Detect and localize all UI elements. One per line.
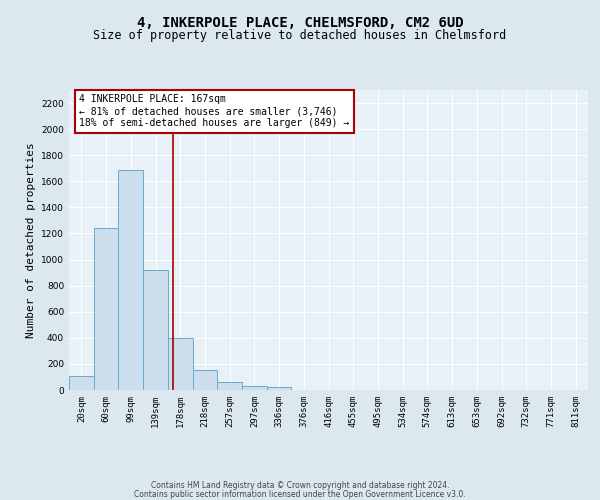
Text: Contains public sector information licensed under the Open Government Licence v3: Contains public sector information licen… xyxy=(134,490,466,499)
Bar xyxy=(193,370,217,390)
Bar xyxy=(267,388,292,390)
Bar xyxy=(118,170,143,390)
Bar xyxy=(94,228,118,390)
Bar xyxy=(168,338,193,390)
Bar xyxy=(242,386,267,390)
Text: Size of property relative to detached houses in Chelmsford: Size of property relative to detached ho… xyxy=(94,29,506,42)
Y-axis label: Number of detached properties: Number of detached properties xyxy=(26,142,35,338)
Bar xyxy=(69,376,94,390)
Bar xyxy=(143,270,168,390)
Text: Contains HM Land Registry data © Crown copyright and database right 2024.: Contains HM Land Registry data © Crown c… xyxy=(151,481,449,490)
Text: 4 INKERPOLE PLACE: 167sqm
← 81% of detached houses are smaller (3,746)
18% of se: 4 INKERPOLE PLACE: 167sqm ← 81% of detac… xyxy=(79,94,350,128)
Text: 4, INKERPOLE PLACE, CHELMSFORD, CM2 6UD: 4, INKERPOLE PLACE, CHELMSFORD, CM2 6UD xyxy=(137,16,463,30)
Bar xyxy=(217,382,242,390)
